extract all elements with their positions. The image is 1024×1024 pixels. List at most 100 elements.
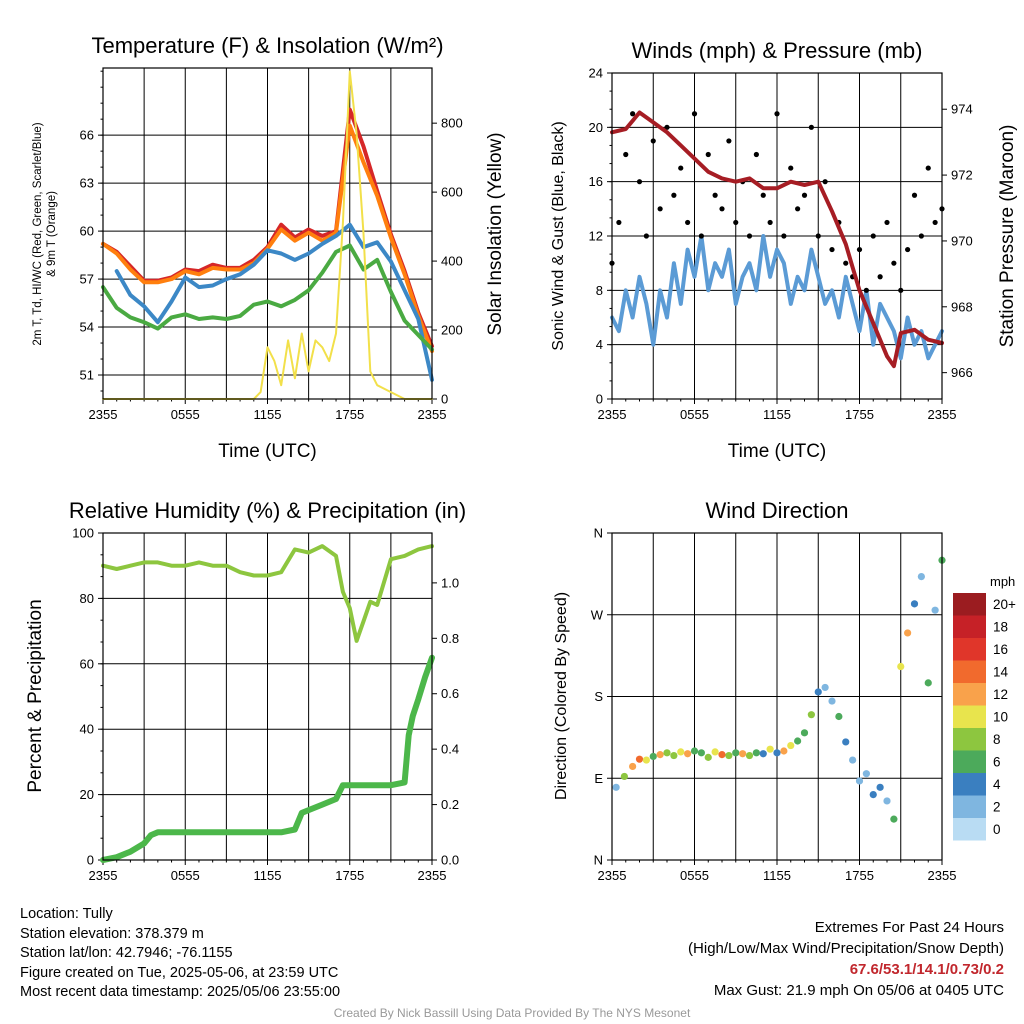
y-axis-label: Direction (Colored By Speed): [553, 592, 570, 800]
y2-tick-label: 974: [951, 102, 973, 117]
gust-point: [678, 165, 684, 171]
direction-point: [910, 600, 919, 608]
y-axis-label-line2: & 9m T (Orange): [46, 191, 58, 277]
direction-point: [725, 751, 733, 760]
gust-point: [746, 233, 753, 239]
credit-text: Created By Nick Bassill Using Data Provi…: [333, 1006, 691, 1020]
extremes-values: 67.6/53.1/14.1/0.73/0.2: [849, 961, 1004, 978]
station-info: Location: Tully Station elevation: 378.3…: [20, 905, 340, 1003]
gust-point: [760, 192, 766, 198]
y-tick-label: 60: [80, 656, 94, 671]
plot-frame: [102, 67, 433, 400]
direction-point: [620, 772, 628, 781]
gust-point: [657, 206, 663, 212]
direction-point: [635, 755, 644, 763]
gust-point: [808, 124, 814, 130]
panel-3: 0 20 40 60 80 100 0.0 0.2 0.4 0.6 0.8 1.0 2355 0555 11…: [69, 498, 466, 883]
x-tick-label: 0555: [171, 868, 200, 883]
direction-point: [883, 797, 891, 805]
y-tick-label: 12: [589, 229, 603, 244]
y2-tick-label: 0.0: [441, 853, 459, 868]
y2-tick-label: 400: [441, 254, 463, 269]
direction-point: [904, 629, 912, 637]
y-tick-label: 4: [596, 337, 603, 352]
elevation-text: Station elevation: 378.379 m: [20, 925, 204, 942]
direction-point: [849, 756, 857, 764]
colorbar-swatch: [953, 773, 986, 796]
series-line-1: [101, 544, 434, 643]
direction-point: [890, 815, 898, 823]
direction-point: [697, 749, 705, 757]
x-tick-label: 1755: [335, 407, 364, 422]
y-tick-label: 66: [80, 128, 94, 143]
series-line-4: [101, 243, 434, 352]
gust-point: [671, 192, 677, 198]
colorbar-label: 0: [993, 822, 1001, 837]
series-line-1: [610, 234, 944, 361]
y-tick-label: W: [591, 607, 604, 622]
x-tick-label: 0555: [680, 868, 709, 883]
y-tick-label: 20: [589, 120, 603, 135]
y2-tick-label: 0.6: [441, 686, 459, 701]
y2-axis-label: Solar Insolation (Yellow): [485, 132, 506, 335]
colorbar-label: 4: [993, 777, 1001, 792]
direction-point: [642, 756, 650, 764]
gust-point: [726, 138, 732, 144]
direction-point: [835, 712, 843, 721]
direction-point: [842, 738, 850, 746]
colorbar-label: 6: [993, 755, 1001, 770]
direction-point: [780, 747, 788, 755]
x-tick-label: 2355: [598, 407, 627, 422]
gust-point: [863, 287, 869, 293]
direction-point: [821, 683, 829, 692]
gust-point: [884, 219, 890, 226]
gust-point: [877, 274, 883, 280]
x-axis-label: Time (UTC): [218, 441, 317, 462]
gust-point: [801, 192, 808, 198]
gust-point: [767, 219, 773, 226]
y-tick-label: 16: [589, 174, 603, 189]
y-tick-label: 54: [80, 320, 94, 335]
y2-tick-label: 966: [951, 365, 973, 380]
colorbar-swatch: [953, 615, 986, 638]
direction-point: [711, 748, 719, 756]
x-tick-label: 1155: [254, 407, 282, 422]
direction-point: [931, 606, 939, 614]
gust-point: [822, 179, 828, 185]
x-tick-label: 2355: [89, 407, 118, 422]
gust-point: [698, 233, 704, 239]
x-tick-label: 2355: [928, 407, 957, 422]
gust-point: [643, 233, 649, 239]
gust-point: [918, 233, 924, 239]
panel-2: 0 4 8 12 16 20 24 966 968 970 972 974 2355 0555 1155 17…: [589, 38, 973, 462]
direction-point: [897, 662, 905, 671]
x-tick-label: 2355: [89, 868, 118, 883]
gust-point: [788, 165, 794, 171]
series-line-2: [100, 654, 435, 863]
direction-point: [807, 711, 815, 719]
plot-frame: [611, 72, 943, 400]
x-tick-label: 1155: [763, 407, 791, 422]
gust-point: [856, 246, 863, 253]
colorbar-swatch: [953, 683, 986, 706]
chart-title: Winds (mph) & Pressure (mb): [632, 38, 923, 63]
y2-tick-label: 972: [951, 168, 973, 183]
colorbar-label: 12: [993, 687, 1008, 702]
x-tick-label: 0555: [171, 407, 200, 422]
gust-point: [905, 246, 911, 253]
gust-point: [774, 111, 780, 117]
series-line-3: [114, 222, 434, 382]
y-tick-label: S: [594, 689, 603, 704]
extremes-info: Extremes For Past 24 Hours (High/Low/Max…: [688, 917, 1004, 1001]
plot-frame: [611, 532, 943, 861]
chart-title: Wind Direction: [705, 498, 848, 523]
y2-tick-label: 970: [951, 233, 973, 248]
y2-tick-label: 968: [951, 299, 973, 314]
x-axis-label: Time (UTC): [728, 441, 827, 462]
y-tick-label: N: [594, 526, 603, 541]
gust-point: [691, 111, 698, 117]
gust-point: [829, 246, 835, 253]
direction-point: [759, 750, 767, 758]
direction-point: [612, 783, 620, 791]
